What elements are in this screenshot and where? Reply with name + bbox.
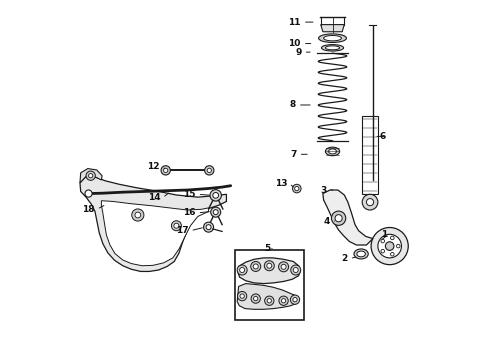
- Polygon shape: [321, 24, 344, 32]
- Circle shape: [291, 265, 301, 275]
- Circle shape: [253, 264, 258, 269]
- Ellipse shape: [329, 149, 337, 154]
- FancyBboxPatch shape: [362, 116, 378, 194]
- Circle shape: [362, 194, 378, 210]
- Ellipse shape: [325, 46, 340, 50]
- Text: 15: 15: [183, 190, 196, 199]
- Ellipse shape: [323, 36, 342, 41]
- Circle shape: [213, 193, 219, 198]
- Circle shape: [86, 171, 96, 180]
- Circle shape: [251, 261, 261, 271]
- Circle shape: [237, 265, 247, 275]
- Text: 10: 10: [288, 39, 300, 48]
- Circle shape: [391, 252, 394, 256]
- Circle shape: [251, 294, 260, 303]
- Circle shape: [279, 296, 288, 305]
- Text: 5: 5: [264, 244, 270, 253]
- Circle shape: [172, 221, 181, 231]
- Text: 14: 14: [148, 193, 161, 202]
- Circle shape: [378, 234, 401, 258]
- Circle shape: [253, 296, 258, 301]
- Circle shape: [203, 222, 214, 232]
- Polygon shape: [80, 176, 226, 271]
- Text: 9: 9: [295, 48, 301, 57]
- Circle shape: [386, 242, 394, 250]
- Circle shape: [331, 211, 346, 225]
- Polygon shape: [237, 284, 299, 309]
- Circle shape: [238, 292, 247, 301]
- Ellipse shape: [318, 34, 346, 42]
- Circle shape: [371, 228, 408, 265]
- Circle shape: [174, 223, 179, 228]
- Circle shape: [210, 190, 221, 201]
- Circle shape: [381, 239, 385, 243]
- Text: 4: 4: [323, 217, 330, 226]
- Circle shape: [85, 190, 92, 197]
- Circle shape: [293, 184, 301, 193]
- Circle shape: [267, 263, 272, 268]
- Circle shape: [240, 294, 245, 298]
- Ellipse shape: [357, 251, 366, 257]
- Circle shape: [206, 225, 211, 230]
- Text: 13: 13: [275, 179, 287, 188]
- Circle shape: [291, 295, 300, 304]
- Text: 7: 7: [290, 150, 296, 159]
- Text: 6: 6: [379, 132, 386, 141]
- Ellipse shape: [354, 249, 368, 259]
- Circle shape: [293, 267, 298, 273]
- Circle shape: [240, 267, 245, 273]
- Circle shape: [264, 261, 274, 271]
- Circle shape: [293, 297, 297, 302]
- Text: 16: 16: [183, 208, 196, 217]
- Circle shape: [281, 298, 286, 303]
- Circle shape: [281, 264, 286, 269]
- Polygon shape: [323, 190, 373, 245]
- Text: 2: 2: [342, 254, 348, 263]
- Circle shape: [294, 186, 299, 191]
- FancyBboxPatch shape: [235, 250, 304, 320]
- Circle shape: [164, 168, 168, 172]
- Circle shape: [89, 174, 93, 178]
- Text: 11: 11: [288, 18, 300, 27]
- Polygon shape: [80, 168, 102, 183]
- Circle shape: [396, 244, 400, 248]
- Circle shape: [161, 166, 171, 175]
- Ellipse shape: [325, 147, 340, 156]
- Polygon shape: [101, 201, 209, 266]
- Circle shape: [135, 212, 141, 218]
- Ellipse shape: [321, 45, 343, 51]
- Polygon shape: [238, 258, 300, 284]
- Circle shape: [265, 296, 274, 305]
- Circle shape: [367, 199, 373, 206]
- Circle shape: [132, 209, 144, 221]
- Text: 8: 8: [290, 100, 296, 109]
- Text: 12: 12: [147, 162, 160, 171]
- Text: 1: 1: [381, 230, 387, 239]
- Circle shape: [267, 298, 271, 303]
- Text: 17: 17: [176, 226, 189, 235]
- Text: 18: 18: [82, 205, 95, 214]
- Circle shape: [211, 207, 220, 217]
- Circle shape: [335, 215, 342, 222]
- Circle shape: [391, 236, 394, 240]
- Circle shape: [381, 249, 385, 253]
- Circle shape: [207, 168, 211, 172]
- Circle shape: [205, 166, 214, 175]
- Text: 3: 3: [320, 185, 326, 194]
- Circle shape: [279, 262, 289, 272]
- Circle shape: [213, 210, 218, 215]
